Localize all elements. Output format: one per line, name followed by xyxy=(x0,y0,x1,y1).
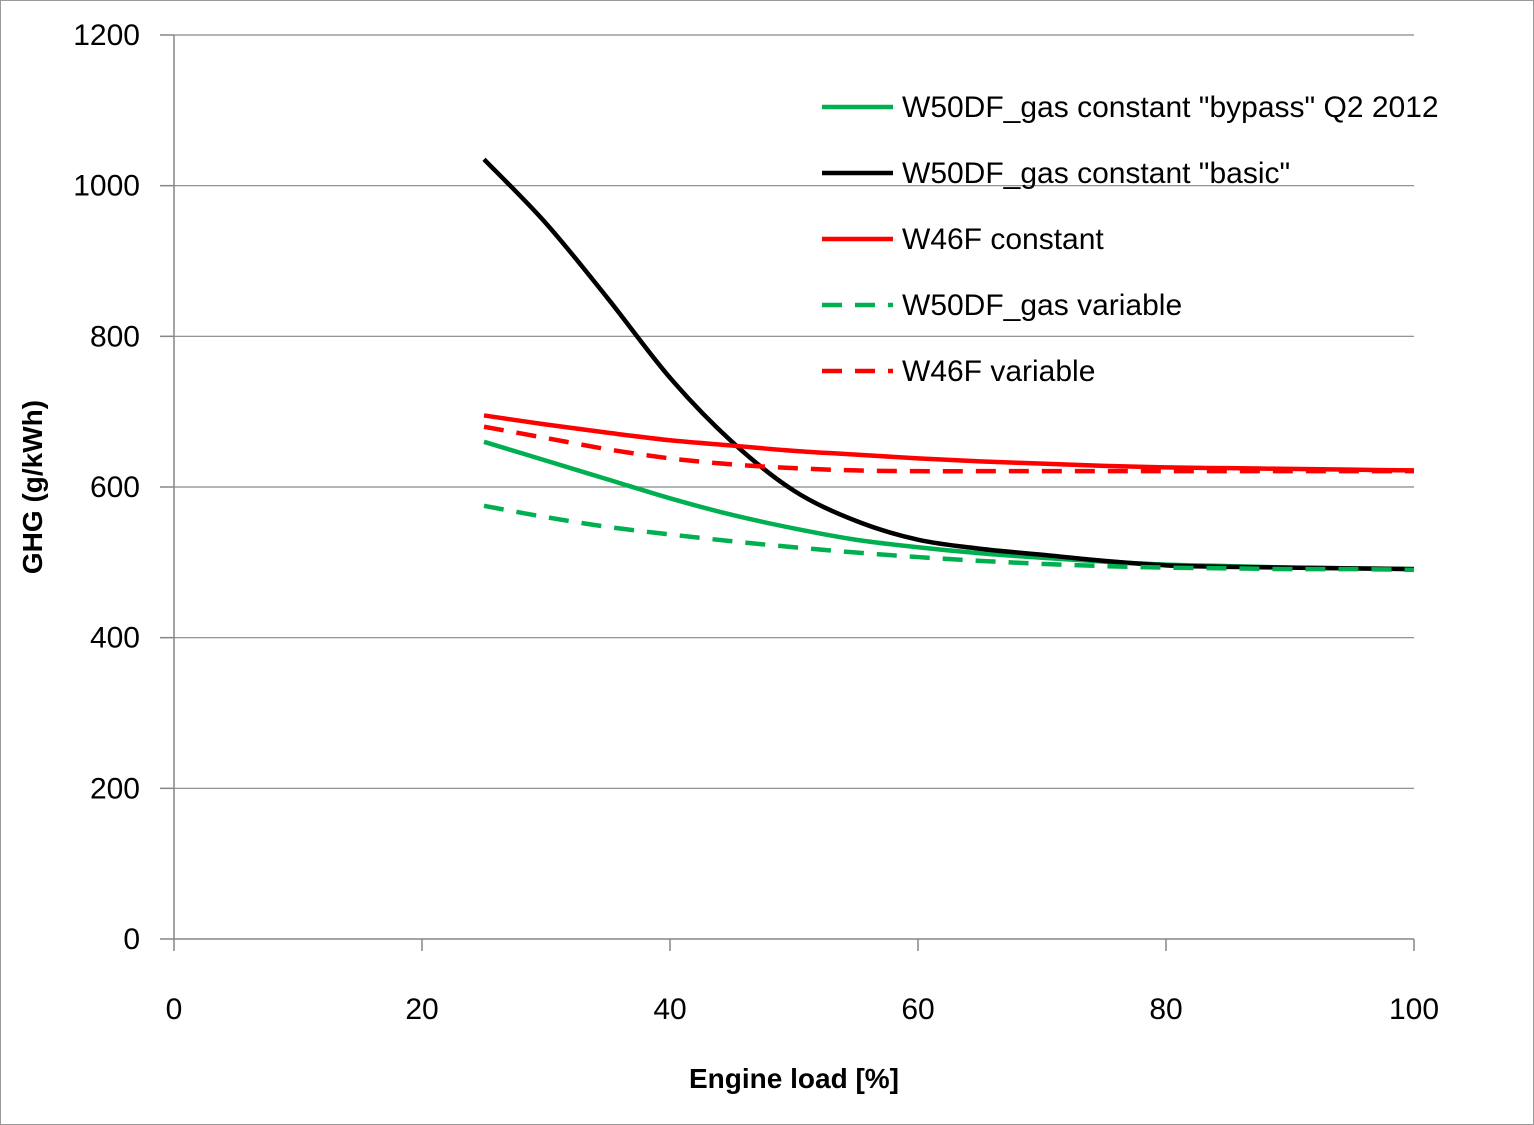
legend-label-3: W50DF_gas variable xyxy=(902,289,1182,322)
y-tick-label: 200 xyxy=(90,772,140,805)
gridlines xyxy=(174,34,1414,789)
x-tick-label: 80 xyxy=(1149,993,1182,1026)
y-tick-label: 600 xyxy=(90,471,140,504)
x-tick-label: 20 xyxy=(405,993,438,1026)
y-axis-title: GHG (g/kWh) xyxy=(17,400,48,574)
legend-label-4: W46F variable xyxy=(902,355,1095,388)
x-axis-title: Engine load [%] xyxy=(689,1063,899,1094)
legend-label-0: W50DF_gas constant "bypass" Q2 2012 xyxy=(902,91,1439,124)
x-tick-label: 40 xyxy=(653,993,686,1026)
y-tick-label: 1000 xyxy=(73,170,140,203)
x-tick-label: 0 xyxy=(166,993,183,1026)
legend-label-2: W46F constant xyxy=(902,223,1104,256)
series-line-3 xyxy=(483,503,1415,573)
y-tick-label: 400 xyxy=(90,622,140,655)
y-tick-labels: 0 200 400 600 800 1000 1200 xyxy=(73,19,174,956)
series-lines xyxy=(482,157,1415,573)
y-tick-label: 0 xyxy=(123,923,140,956)
legend: W50DF_gas constant "bypass" Q2 2012 W50DF… xyxy=(822,91,1439,388)
y-tick-label: 800 xyxy=(90,320,140,353)
x-tick-label: 60 xyxy=(901,993,934,1026)
x-tick-label: 100 xyxy=(1389,993,1439,1026)
x-tick-labels: 0 20 40 60 80 100 xyxy=(166,939,1439,1026)
legend-label-1: W50DF_gas constant "basic" xyxy=(902,157,1290,190)
series-line-4 xyxy=(483,424,1414,474)
y-tick-label: 1200 xyxy=(73,19,140,52)
series-line-2 xyxy=(483,413,1415,473)
